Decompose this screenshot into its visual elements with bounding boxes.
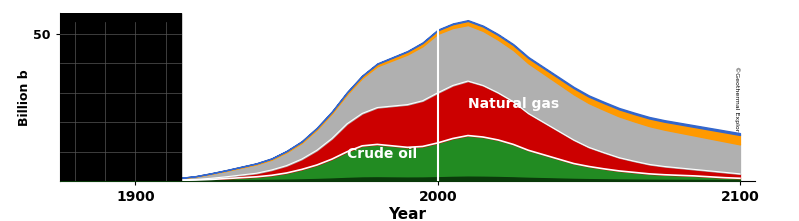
Bar (60, 13, 181, 181)
Text: Coal: Coal (625, 52, 659, 66)
Text: Crude oil: Crude oil (347, 147, 417, 161)
X-axis label: Year: Year (388, 207, 427, 221)
Text: ©Geothermal Explor: ©Geothermal Explor (734, 66, 740, 131)
Y-axis label: Billion b: Billion b (18, 69, 30, 126)
Text: Natural gas: Natural gas (468, 97, 559, 110)
